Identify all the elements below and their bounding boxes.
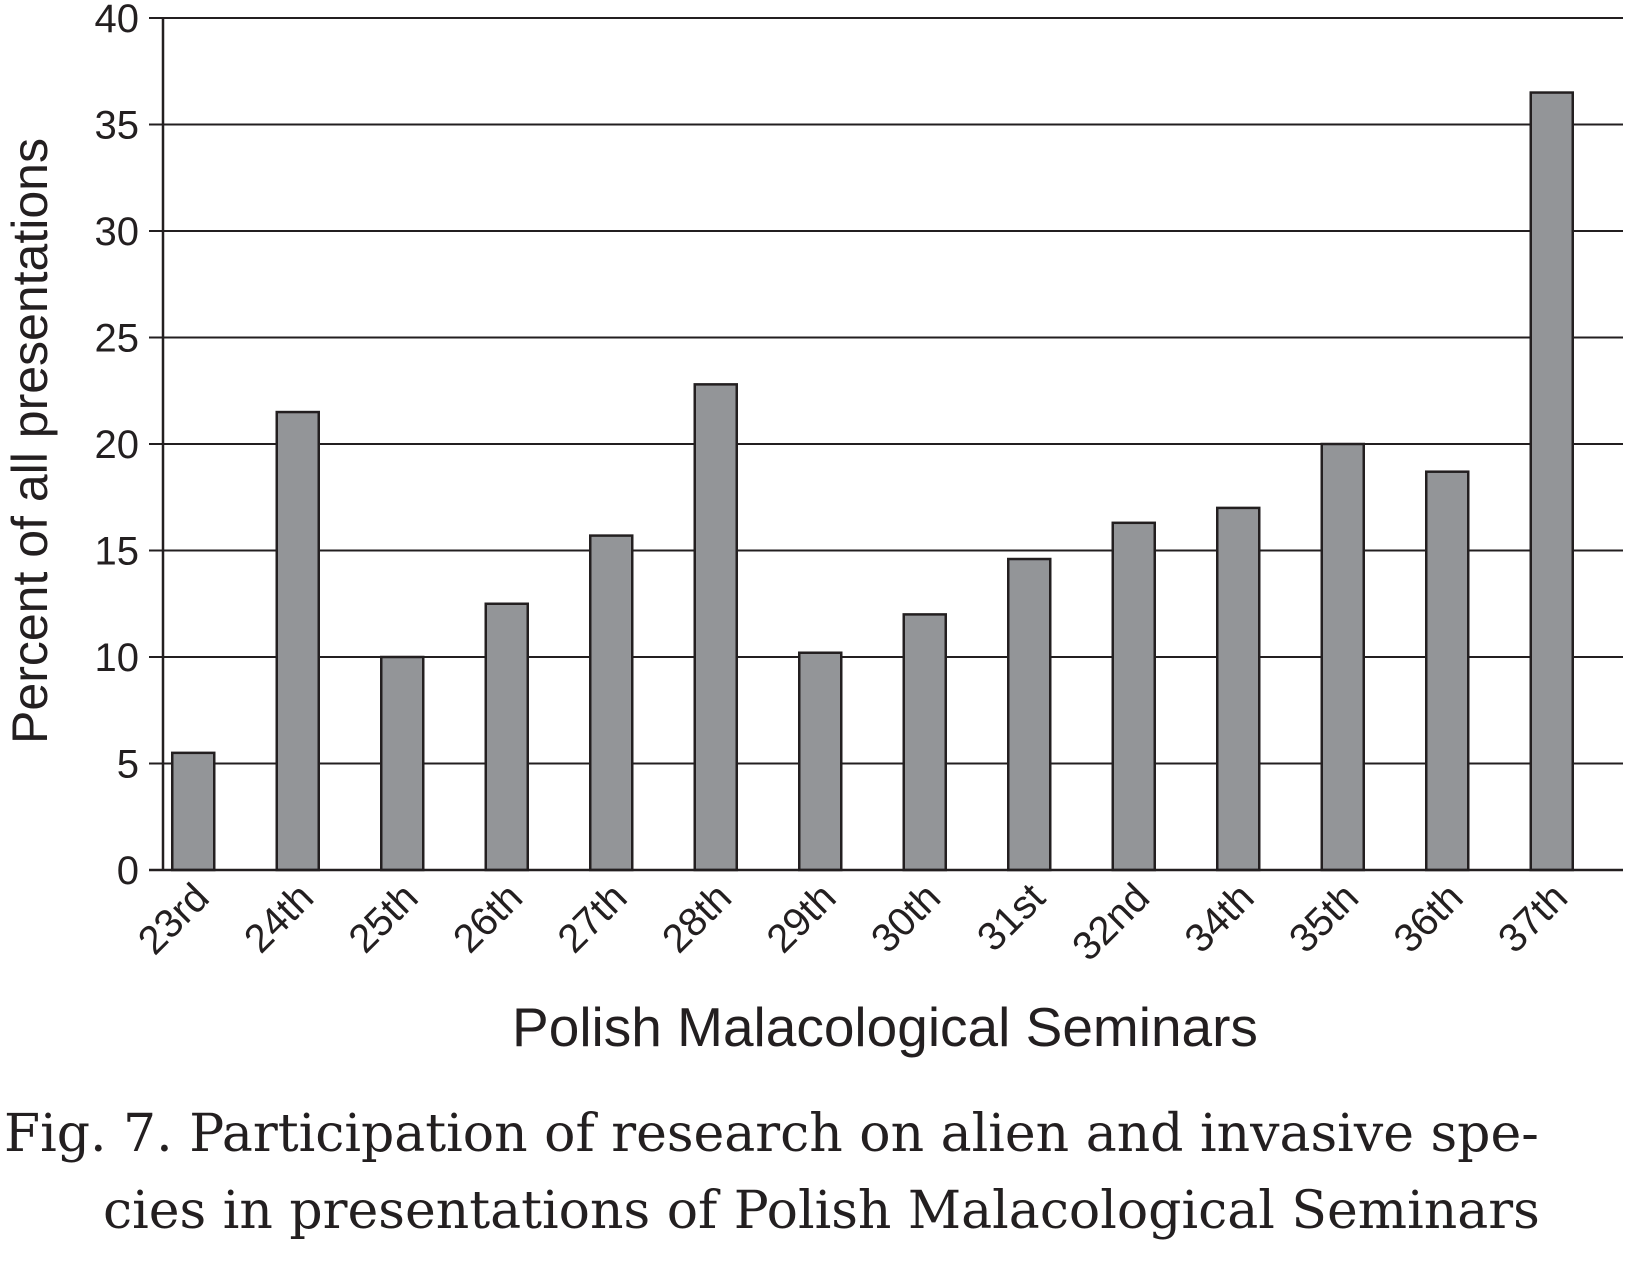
- bar-25th: [380, 655, 425, 872]
- x-tick-label-36th: 36th: [1385, 875, 1471, 961]
- bar-27th: [589, 534, 634, 872]
- x-tick-label-26th: 26th: [445, 875, 531, 961]
- bar-36th: [1425, 470, 1470, 872]
- x-tick-label-37th: 37th: [1490, 875, 1576, 961]
- bar-32nd: [1111, 521, 1156, 872]
- bar-chart: 0 5 10 15 20 25 30 35 40 23rd 24th 25th 26th 27th 28t…: [2, 0, 1623, 1058]
- bar-24th: [275, 410, 320, 872]
- x-tick-label-34th: 34th: [1176, 875, 1262, 961]
- x-tick-label-31st: 31st: [969, 875, 1054, 960]
- bar-29th: [798, 651, 843, 872]
- x-tick-label-24th: 24th: [236, 875, 322, 961]
- figure-caption-line-2: cies in presentations of Polish Malacolo…: [103, 1181, 1540, 1241]
- bar-31st: [1007, 557, 1052, 872]
- axes: [149, 17, 1623, 872]
- bars: [171, 91, 1574, 872]
- y-tick-label-15: 15: [95, 530, 140, 574]
- bar-37th: [1529, 91, 1574, 872]
- y-tick-label-10: 10: [95, 636, 140, 680]
- x-tick-label-29th: 29th: [758, 875, 844, 961]
- gridlines: [163, 17, 1623, 765]
- y-axis-label: Percent of all presentations: [2, 138, 58, 744]
- bar-35th: [1320, 442, 1365, 872]
- x-tick-label-28th: 28th: [654, 875, 740, 961]
- x-tick-label-32nd: 32nd: [1064, 875, 1158, 969]
- bar-23rd: [171, 751, 216, 872]
- y-tick-label-0: 0: [117, 849, 139, 893]
- x-tick-label-30th: 30th: [863, 875, 949, 961]
- x-tick-labels: 23rd 24th 25th 26th 27th 28th 29th 30th 31st 32nd…: [130, 875, 1576, 969]
- bar-30th: [902, 613, 947, 872]
- x-tick-label-35th: 35th: [1281, 875, 1367, 961]
- bar-34th: [1216, 506, 1261, 872]
- y-tick-label-25: 25: [95, 317, 140, 361]
- y-tick-label-35: 35: [95, 104, 140, 148]
- y-tick-labels: 0 5 10 15 20 25 30 35 40: [95, 0, 140, 893]
- x-tick-label-25th: 25th: [340, 875, 426, 961]
- y-tick-label-20: 20: [95, 423, 140, 467]
- bar-26th: [484, 602, 529, 872]
- x-tick-label-27th: 27th: [549, 875, 635, 961]
- bar-28th: [693, 383, 738, 872]
- y-tick-label-5: 5: [117, 743, 139, 787]
- y-tick-label-30: 30: [95, 210, 140, 254]
- figure-caption-line-1: Fig. 7. Participation of research on ali…: [4, 1104, 1539, 1164]
- x-tick-label-23rd: 23rd: [130, 875, 218, 963]
- y-tick-label-40: 40: [95, 0, 140, 41]
- x-axis-label: Polish Malacological Seminars: [512, 996, 1258, 1058]
